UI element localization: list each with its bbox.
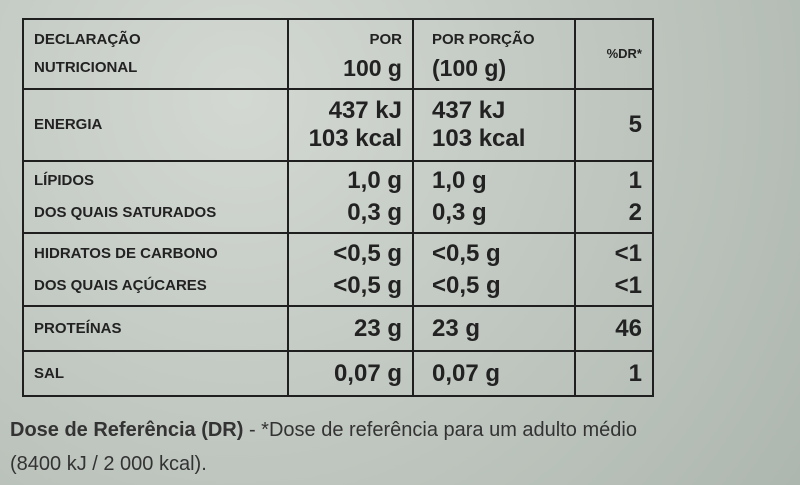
- table-row: HIDRATOS DE CARBONO DOS QUAIS AÇÚCARES <0,…: [22, 232, 654, 307]
- cell-text: 103 kcal: [432, 125, 526, 152]
- table-cell: 5: [574, 88, 654, 162]
- cell-text: 1,0 g: [432, 167, 487, 194]
- table-cell: DECLARAÇÃO NUTRICIONAL: [22, 18, 289, 90]
- cell-text: 1: [628, 167, 642, 194]
- cell-text: <1: [614, 239, 642, 267]
- cell-text: 1: [628, 359, 642, 387]
- table-cell: <1 <1: [574, 232, 654, 307]
- footnote-text: (8400 kJ / 2 000 kcal).: [10, 453, 207, 475]
- table-cell: 0,07 g: [287, 350, 414, 397]
- cell-text: 437 kJ: [328, 97, 402, 124]
- table-cell: LÍPIDOS DOS QUAIS SATURADOS: [22, 160, 289, 234]
- table-cell: 23 g: [287, 305, 414, 352]
- cell-text: LÍPIDOS: [34, 172, 95, 189]
- cell-text: (100 g): [432, 55, 507, 81]
- table-cell: POR PORÇÃO (100 g): [412, 18, 576, 90]
- cell-text: SAL: [34, 365, 64, 382]
- table-cell: 1: [574, 350, 654, 397]
- cell-text: NUTRICIONAL: [34, 59, 138, 76]
- cell-text: <0,5 g: [333, 271, 402, 299]
- table-cell: 46: [574, 305, 654, 352]
- table-cell: 1,0 g 0,3 g: [412, 160, 576, 234]
- table-cell: 437 kJ 103 kcal: [412, 88, 576, 162]
- footnote-bold: Dose de Referência (DR): [10, 419, 244, 441]
- table-cell: 437 kJ 103 kcal: [287, 88, 414, 162]
- table-cell: PROTEÍNAS: [22, 305, 289, 352]
- table-row: DECLARAÇÃO NUTRICIONAL POR 100 g POR PORÇÃO (…: [22, 18, 654, 90]
- table-cell: <0,5 g <0,5 g: [287, 232, 414, 307]
- cell-text: DECLARAÇÃO: [34, 31, 141, 48]
- cell-text: <0,5 g: [333, 239, 402, 267]
- table-row: SAL 0,07 g 0,07 g 1: [22, 350, 654, 397]
- cell-text: 2: [628, 199, 642, 226]
- table-cell: <0,5 g <0,5 g: [412, 232, 576, 307]
- table-cell: 23 g: [412, 305, 576, 352]
- cell-text: 0,3 g: [347, 199, 402, 226]
- cell-text: 437 kJ: [432, 97, 506, 124]
- table-row: ENERGIA 437 kJ 103 kcal 437 kJ 103 kcal 5: [22, 88, 654, 162]
- cell-text: 23 g: [353, 314, 402, 342]
- cell-text: %DR*: [606, 46, 642, 61]
- cell-text: DOS QUAIS SATURADOS: [34, 204, 217, 221]
- cell-text: DOS QUAIS AÇÚCARES: [34, 276, 207, 294]
- cell-text: 0,07 g: [432, 359, 501, 387]
- footnote-text: - *Dose de referência para um adulto méd…: [248, 419, 637, 441]
- table-row: LÍPIDOS DOS QUAIS SATURADOS 1,0 g 0,3 g 1,0 …: [22, 160, 654, 234]
- table-cell: 0,07 g: [412, 350, 576, 397]
- cell-text: 46: [615, 314, 642, 342]
- cell-text: 5: [628, 111, 642, 138]
- cell-text: 103 kcal: [308, 125, 402, 152]
- table-cell: ENERGIA: [22, 88, 289, 162]
- cell-text: 1,0 g: [347, 167, 402, 194]
- cell-text: 0,07 g: [333, 359, 402, 387]
- table-cell: HIDRATOS DE CARBONO DOS QUAIS AÇÚCARES: [22, 232, 289, 307]
- cell-text: HIDRATOS DE CARBONO: [34, 244, 218, 262]
- cell-text: POR: [369, 31, 402, 48]
- cell-text: <0,5 g: [432, 239, 501, 267]
- cell-text: <1: [614, 271, 642, 299]
- table-row: PROTEÍNAS 23 g 23 g 46: [22, 305, 654, 352]
- table-cell: POR 100 g: [287, 18, 414, 90]
- cell-text: 0,3 g: [432, 199, 487, 226]
- table-cell: %DR*: [574, 18, 654, 90]
- table-cell: 1,0 g 0,3 g: [287, 160, 414, 234]
- table-cell: SAL: [22, 350, 289, 397]
- cell-text: ENERGIA: [34, 116, 103, 133]
- footnote: Dose de Referência (DR) - *Dose de refer…: [10, 413, 637, 481]
- cell-text: PROTEÍNAS: [34, 320, 122, 337]
- cell-text: POR PORÇÃO: [432, 31, 535, 48]
- cell-text: <0,5 g: [432, 271, 501, 299]
- cell-text: 100 g: [343, 55, 402, 81]
- cell-text: 23 g: [432, 314, 481, 342]
- nutrition-table: DECLARAÇÃO NUTRICIONAL POR 100 g POR PORÇÃO (…: [22, 18, 654, 397]
